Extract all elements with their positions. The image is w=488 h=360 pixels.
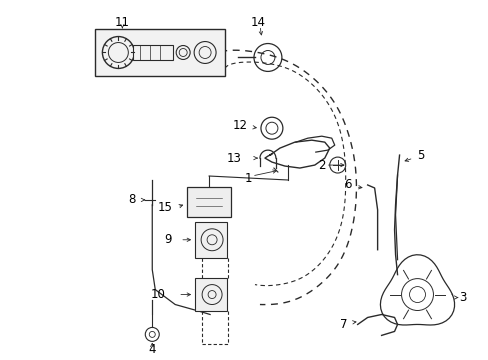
- Text: 6: 6: [344, 179, 351, 192]
- Text: 1: 1: [244, 171, 251, 185]
- Text: 13: 13: [226, 152, 242, 165]
- Bar: [133, 45, 173, 60]
- Text: 11: 11: [115, 16, 130, 29]
- Text: 12: 12: [232, 119, 247, 132]
- Text: 9: 9: [164, 233, 172, 246]
- Bar: [95, 28, 224, 76]
- Bar: [195, 222, 226, 258]
- Text: 5: 5: [417, 149, 424, 162]
- Text: 4: 4: [148, 343, 156, 356]
- Text: 3: 3: [458, 291, 466, 304]
- FancyBboxPatch shape: [187, 187, 230, 217]
- Text: 14: 14: [250, 16, 265, 29]
- Bar: [195, 278, 226, 311]
- Text: 15: 15: [157, 201, 172, 215]
- Text: 10: 10: [150, 288, 165, 301]
- Text: 2: 2: [317, 158, 325, 172]
- Text: 7: 7: [340, 318, 347, 331]
- Text: 8: 8: [128, 193, 135, 206]
